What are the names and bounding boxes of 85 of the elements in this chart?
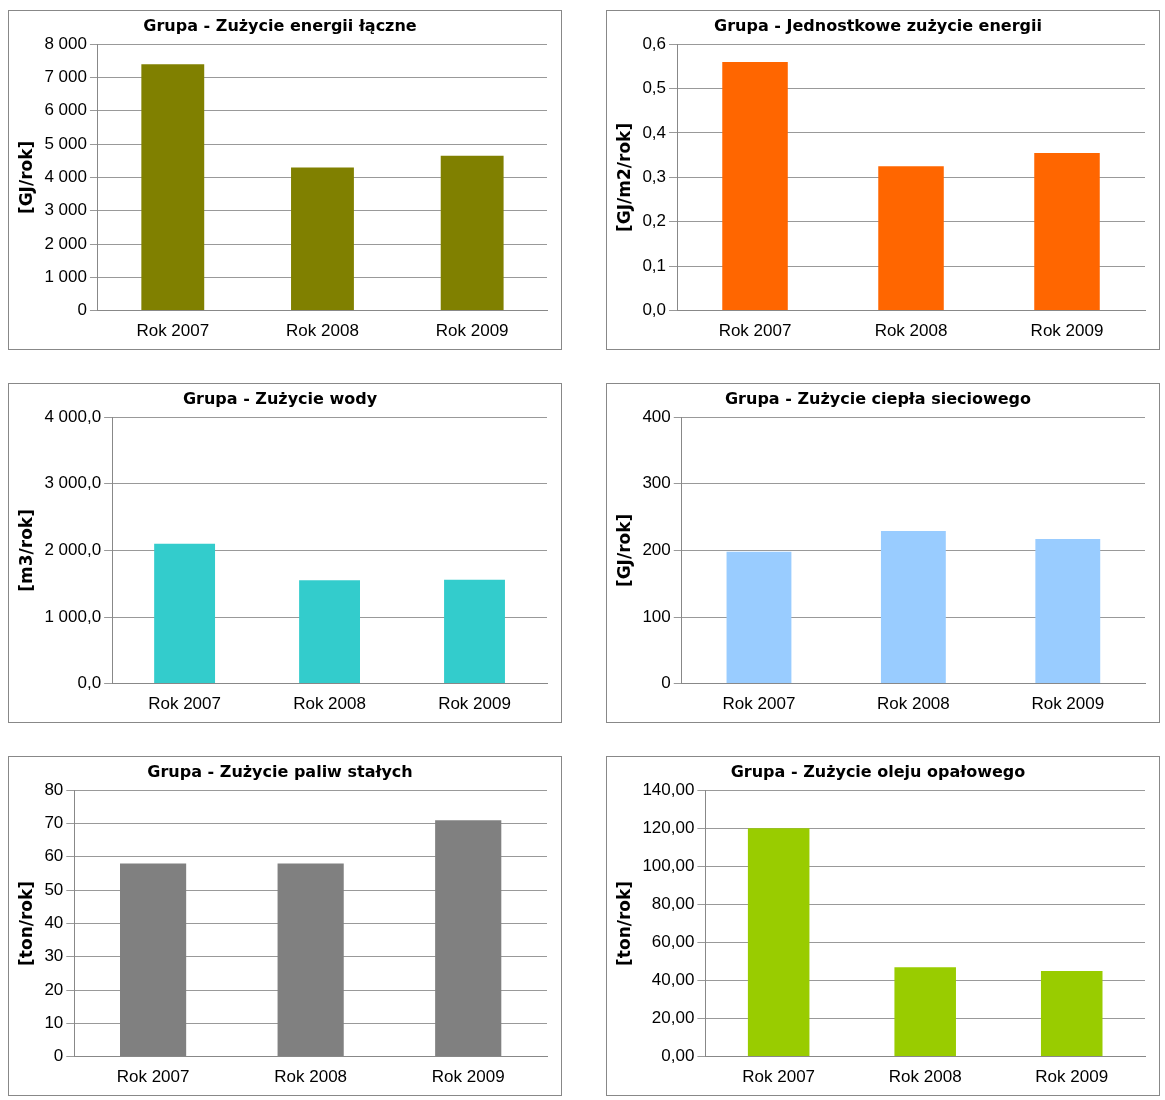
y-tick-label: 8 000 xyxy=(44,33,87,53)
y-axis-title: [GJ/m2/rok] xyxy=(613,122,634,232)
y-tick-label: 80 xyxy=(44,779,64,799)
y-tick-label: 3 000,0 xyxy=(44,473,102,493)
x-tick-label: Rok 2008 xyxy=(874,321,948,341)
y-tick-label: 1 000,0 xyxy=(44,606,102,626)
y-tick-label: 80,00 xyxy=(651,894,695,914)
x-tick-label: Rok 2007 xyxy=(148,694,221,714)
y-tick-label: 0 xyxy=(53,1046,64,1066)
bar xyxy=(299,580,360,684)
y-tick-label: 60,00 xyxy=(651,932,695,952)
bar xyxy=(440,155,504,311)
chart-title: Grupa - Zużycie ciepła sieciowego xyxy=(724,388,1032,408)
x-tick-label: Rok 2007 xyxy=(742,1067,816,1087)
y-tick-label: 200 xyxy=(642,540,671,560)
y-tick-label: 0,3 xyxy=(642,167,667,187)
bar xyxy=(722,61,788,311)
y-tick-label: 20,00 xyxy=(651,1008,695,1028)
x-tick-label: Rok 2009 xyxy=(435,321,509,341)
y-tick-label: 4 000,0 xyxy=(44,406,102,426)
y-tick-label: 40 xyxy=(44,913,64,933)
x-tick-label: Rok 2008 xyxy=(286,321,359,341)
y-axis-title: [GJ/rok] xyxy=(613,513,634,588)
bar xyxy=(444,579,505,684)
y-tick-label: 0,0 xyxy=(642,300,667,320)
y-tick-label: 0,00 xyxy=(661,1046,695,1066)
y-tick-label: 140,00 xyxy=(642,779,695,799)
y-tick-label: 0,0 xyxy=(77,673,102,693)
y-tick-label: 5 000 xyxy=(44,133,87,153)
y-tick-label: 7 000 xyxy=(44,67,87,87)
x-tick-label: Rok 2008 xyxy=(293,694,366,714)
bar xyxy=(747,828,810,1057)
y-tick-label: 0,4 xyxy=(642,122,667,142)
chart-title: Grupa - Zużycie energii łączne xyxy=(143,15,417,35)
bar xyxy=(154,543,216,684)
y-tick-label: 60 xyxy=(44,846,64,866)
x-tick-label: Rok 2009 xyxy=(1035,1067,1109,1087)
x-tick-label: Rok 2008 xyxy=(274,1067,348,1087)
y-tick-label: 10 xyxy=(44,1012,64,1032)
y-tick-label: 2 000 xyxy=(44,233,87,253)
y-axis-title: [m3/rok] xyxy=(15,509,36,592)
chart-title: Grupa - Zużycie wody xyxy=(182,388,378,408)
y-tick-label: 70 xyxy=(44,813,64,833)
y-axis-title: [GJ/rok] xyxy=(15,140,36,215)
x-tick-label: Rok 2007 xyxy=(718,321,792,341)
x-tick-label: Rok 2007 xyxy=(136,321,210,341)
chart-title: Grupa - Zużycie oleju opałowego xyxy=(730,761,1026,781)
bar xyxy=(291,167,354,311)
y-tick-label: 0,6 xyxy=(642,33,667,53)
x-tick-label: Rok 2007 xyxy=(116,1067,190,1087)
y-tick-label: 0,1 xyxy=(642,255,667,275)
y-tick-label: 100,00 xyxy=(642,856,695,875)
y-tick-label: 4 000 xyxy=(44,167,87,187)
x-tick-label: Rok 2009 xyxy=(1030,321,1104,341)
y-tick-label: 0 xyxy=(661,673,671,693)
x-tick-label: Rok 2008 xyxy=(888,1067,962,1087)
x-tick-label: Rok 2008 xyxy=(876,694,950,714)
y-tick-label: 6 000 xyxy=(44,100,87,120)
y-axis-title: [ton/rok] xyxy=(15,880,36,966)
y-tick-label: 50 xyxy=(44,879,64,899)
chart-title: Grupa - Jednostkowe zużycie energii xyxy=(714,15,1042,35)
x-tick-label: Rok 2009 xyxy=(438,694,511,714)
y-tick-label: 20 xyxy=(44,979,64,999)
bar xyxy=(894,967,956,1057)
y-tick-label: 0,5 xyxy=(642,78,667,98)
x-tick-label: Rok 2007 xyxy=(722,694,796,714)
y-tick-label: 0 xyxy=(77,300,87,320)
y-tick-label: 40,00 xyxy=(651,970,695,990)
y-tick-label: 30 xyxy=(44,946,64,966)
bar xyxy=(1034,152,1100,311)
y-tick-label: 0,2 xyxy=(642,211,667,231)
y-tick-label: 400 xyxy=(642,406,671,426)
x-tick-label: Rok 2009 xyxy=(1031,694,1105,714)
y-axis-title: [ton/rok] xyxy=(613,880,634,966)
bar xyxy=(878,166,944,311)
y-tick-label: 120,00 xyxy=(642,817,695,837)
x-tick-label: Rok 2009 xyxy=(431,1067,505,1087)
chart-title: Grupa - Zużycie paliw stałych xyxy=(147,761,413,781)
y-tick-label: 300 xyxy=(642,473,671,493)
bar xyxy=(1040,970,1103,1057)
bar xyxy=(141,64,205,311)
y-tick-label: 2 000,0 xyxy=(44,540,102,560)
y-tick-label: 1 000 xyxy=(44,266,87,286)
y-tick-label: 3 000 xyxy=(44,200,87,220)
y-tick-label: 100 xyxy=(642,606,671,626)
